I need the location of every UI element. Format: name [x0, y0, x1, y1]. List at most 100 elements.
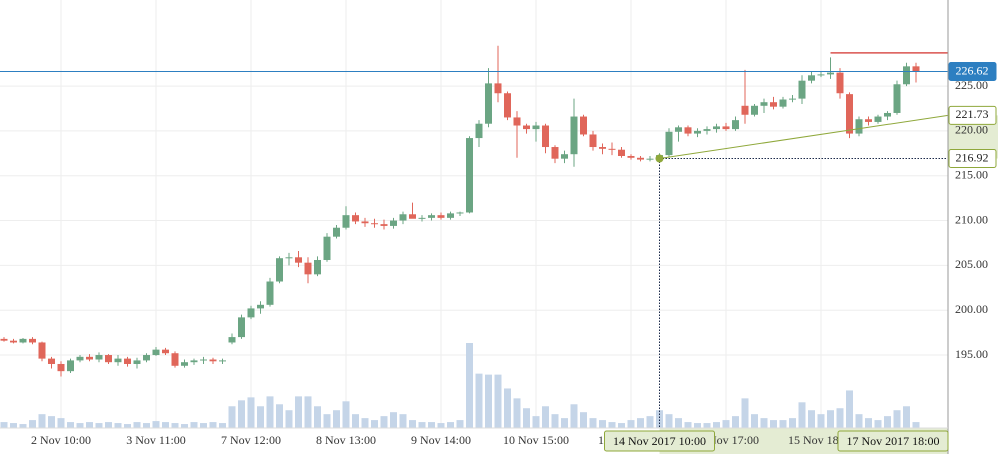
- price-label-box: [948, 149, 997, 169]
- volume-bar: [865, 418, 872, 428]
- candle-body: [912, 66, 920, 72]
- candle-body: [285, 257, 293, 259]
- candle-body: [171, 353, 179, 366]
- candle-body: [760, 102, 768, 106]
- candle-body: [513, 117, 521, 126]
- candle-body: [304, 262, 312, 275]
- volume-bar: [418, 422, 426, 428]
- candle-body: [893, 84, 901, 113]
- candle-body: [580, 116, 587, 135]
- candle-body: [399, 214, 407, 221]
- trend-point: [655, 154, 664, 163]
- candle-body: [903, 66, 910, 85]
- candle-body: [247, 308, 255, 318]
- candle-body: [694, 130, 701, 134]
- candle-body: [618, 149, 625, 156]
- y-tick-label: 220.00: [955, 123, 988, 137]
- candle-body: [257, 304, 264, 309]
- candle-body: [29, 338, 36, 343]
- x-tick-label: 8 Nov 13:00: [316, 433, 376, 447]
- volume-bar: [817, 414, 825, 428]
- candle-body: [665, 131, 673, 156]
- volume-bar: [428, 422, 435, 428]
- candle-body: [0, 338, 8, 341]
- volume-bar: [437, 423, 445, 428]
- candle-body: [570, 116, 578, 155]
- price-label: 221.73: [956, 107, 989, 121]
- candle-body: [38, 342, 46, 359]
- candle-body: [808, 75, 815, 81]
- candle-body: [437, 215, 445, 218]
- volume-bar: [836, 408, 844, 428]
- candle-body: [266, 281, 274, 305]
- volume-bar: [561, 418, 568, 428]
- volume-bar: [646, 416, 654, 428]
- volume-bar: [494, 374, 502, 428]
- candle-body: [428, 215, 435, 218]
- candle-body: [209, 359, 217, 362]
- candle-body: [57, 363, 65, 372]
- volume-bar: [532, 416, 540, 428]
- candle-body: [561, 154, 568, 159]
- volume-bar: [808, 410, 815, 428]
- candle-body: [143, 355, 150, 361]
- candle-body: [551, 147, 559, 159]
- candle-body: [380, 224, 388, 226]
- volume-bar: [67, 422, 74, 428]
- candle-body: [219, 360, 226, 362]
- candle-body: [314, 259, 321, 275]
- price-label-box: [948, 105, 997, 125]
- volume-bar: [523, 408, 530, 428]
- x-tick-label: 9 Nov 14:00: [411, 433, 471, 447]
- volume-bar: [637, 418, 644, 428]
- volume-bar: [190, 422, 198, 428]
- candle-body: [684, 127, 692, 134]
- volume-bar: [257, 406, 264, 428]
- volume-bar: [760, 418, 768, 428]
- candle-body: [817, 74, 825, 76]
- candle-body: [86, 356, 93, 360]
- candle-body: [105, 355, 112, 363]
- x-tick-label: 10 Nov 15:00: [503, 433, 569, 447]
- volume-bar: [247, 397, 255, 428]
- candle-body: [532, 125, 540, 130]
- y-tick-label: 215.00: [955, 167, 988, 181]
- candle-body: [846, 94, 853, 134]
- volume-bar: [713, 422, 720, 428]
- candle-body: [675, 127, 682, 132]
- x-tick-label: 2 Nov 10:00: [31, 433, 91, 447]
- volume-bar: [608, 422, 616, 428]
- volume-bar: [19, 424, 27, 428]
- volume-bar: [703, 423, 711, 428]
- price-label: 226.62: [956, 63, 989, 77]
- volume-bar: [409, 420, 416, 428]
- volume-bar: [314, 406, 321, 428]
- volume-bar: [770, 420, 777, 428]
- volume-bar: [152, 421, 160, 428]
- time-label: 17 Nov 2017 18:00: [847, 434, 940, 448]
- volume-bar: [485, 374, 492, 428]
- volume-bar: [105, 422, 112, 428]
- candle-body: [884, 112, 891, 117]
- volume-bar: [219, 423, 226, 428]
- candle-body: [371, 223, 378, 225]
- candle-body: [114, 358, 122, 363]
- y-tick-label: 225.00: [955, 78, 988, 92]
- volume-bar: [238, 400, 245, 428]
- volume-bar: [352, 414, 359, 428]
- candle-body: [181, 362, 188, 366]
- volume-bar: [171, 423, 179, 428]
- volume-bar: [827, 410, 834, 428]
- volume-bar: [124, 424, 131, 428]
- candle-body: [789, 98, 796, 100]
- volume-bar: [789, 418, 796, 428]
- volume-bar: [133, 422, 141, 428]
- candle-body: [48, 358, 55, 364]
- candle-body: [76, 356, 84, 361]
- candle-body: [827, 72, 834, 75]
- volume-bar: [599, 420, 606, 428]
- candle-body: [865, 119, 872, 122]
- volume-bar: [475, 373, 483, 428]
- x-tick-label: 7 Nov 12:00: [221, 433, 281, 447]
